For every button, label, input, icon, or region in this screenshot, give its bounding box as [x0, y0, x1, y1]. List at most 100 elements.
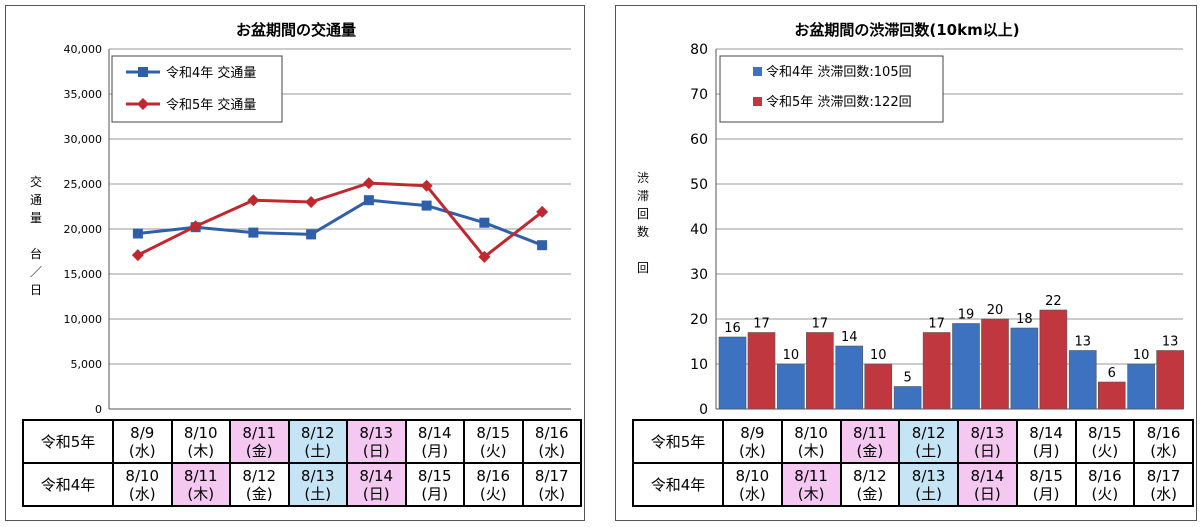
date-text: 8/13: [359, 423, 394, 442]
legend-label: 令和4年 交通量: [166, 65, 256, 81]
weekday-text: (金): [245, 441, 273, 460]
data-point: [131, 249, 144, 262]
weekday-text: (月): [1032, 441, 1060, 460]
date-text: 8/13: [970, 423, 1005, 442]
y-tick-label: 40,000: [64, 43, 103, 56]
data-label: 10: [1133, 348, 1150, 363]
date-text: 8/10: [735, 466, 770, 485]
congestion-count-panel: お盆期間の渋滞回数(10km以上) 0 10 20 30 40 50 60 70 80 渋滞回数…: [615, 5, 1197, 521]
weekday-text: (金): [245, 484, 273, 503]
date-cell: 8/15 (月): [1015, 462, 1077, 507]
weekday-text: (月): [1032, 484, 1060, 503]
date-text: 8/12: [300, 423, 335, 442]
data-point: [362, 177, 375, 190]
row-header: 令和5年: [22, 419, 114, 464]
bar: [1127, 363, 1155, 410]
y-axis-label: 渋滞回数 回: [637, 171, 649, 275]
bar: [1097, 381, 1126, 410]
y-tick-label: 10,000: [64, 313, 103, 326]
data-label: 17: [753, 317, 770, 332]
weekday-text: (水): [1150, 441, 1177, 460]
data-label: 18: [1016, 312, 1033, 327]
date-cell: 8/14 (日): [346, 462, 407, 507]
bar: [1010, 327, 1039, 410]
data-point: [478, 250, 491, 263]
date-table-row: 令和4年 8/10 (水) 8/11 (木) 8/12 (金) 8/13 (土) 8/14 (日) 8…: [22, 462, 582, 507]
bar: [718, 336, 747, 410]
bar: [922, 332, 951, 410]
date-cell: 8/13 (日): [957, 419, 1018, 464]
date-cell: 8/14 (月): [1015, 419, 1077, 464]
y-tick-label: 25,000: [64, 178, 103, 191]
date-cell: 8/16 (水): [521, 419, 582, 464]
data-point: [479, 217, 490, 228]
date-cell: 8/11 (金): [839, 419, 901, 464]
date-text: 8/12: [911, 423, 946, 442]
data-point: [132, 228, 143, 239]
y-tick-label: 0: [699, 402, 708, 418]
data-label: 5: [903, 371, 911, 386]
y-tick-label: 40: [690, 222, 708, 238]
weekday-text: (土): [915, 484, 942, 503]
weekday-text: (日): [362, 484, 390, 503]
date-cell: 8/12 (金): [839, 462, 901, 507]
date-cell: 8/15 (火): [463, 419, 524, 464]
weekday-text: (木): [187, 441, 215, 460]
weekday-text: (火): [1091, 484, 1119, 503]
legend-label: 令和5年 交通量: [166, 97, 256, 113]
y-tick-label: 5,000: [71, 358, 103, 371]
y-tick-label: 30: [690, 267, 708, 283]
weekday-text: (水): [1150, 484, 1177, 503]
date-cell: 8/13 (土): [287, 462, 348, 507]
date-cell: 8/16 (水): [1133, 419, 1194, 464]
bar: [952, 323, 980, 410]
legend-box: [111, 55, 283, 123]
date-text: 8/14: [970, 466, 1005, 485]
legend-label: 令和4年 渋滞回数:105回: [766, 65, 912, 80]
date-cell: 8/10 (木): [780, 419, 842, 464]
bar: [835, 345, 864, 410]
weekday-text: (土): [304, 484, 332, 503]
date-text: 8/9: [740, 423, 765, 442]
bar: [806, 332, 834, 410]
weekday-text: (火): [479, 484, 507, 503]
date-text: 8/14: [417, 423, 452, 442]
date-cell: 8/11 (木): [170, 462, 231, 507]
date-cell: 8/10 (水): [722, 462, 783, 507]
weekday-text: (水): [128, 484, 156, 503]
date-text: 8/16: [476, 466, 511, 485]
date-text: 8/17: [534, 466, 569, 485]
date-text: 8/9: [130, 423, 155, 442]
weekday-text: (日): [974, 441, 1001, 460]
date-text: 8/10: [794, 423, 828, 442]
date-text: 8/10: [125, 466, 160, 485]
bar: [777, 363, 805, 410]
traffic-volume-panel: お盆期間の交通量 0 5,000 10,000 15,000 20,000 25,000 3…: [5, 5, 585, 521]
weekday-text: (金): [856, 484, 884, 503]
weekday-text: (水): [128, 441, 156, 460]
y-tick-label: 60: [690, 132, 708, 148]
date-cell: 8/12 (金): [229, 462, 290, 507]
data-point: [537, 240, 548, 251]
y-tick-label: 20,000: [64, 223, 103, 236]
weekday-text: (土): [915, 441, 942, 460]
date-cell: 8/17 (水): [1133, 462, 1194, 507]
bar: [1039, 309, 1068, 410]
date-cell: 8/11 (金): [229, 419, 290, 464]
chart-title: お盆期間の渋滞回数(10km以上): [794, 21, 1019, 39]
bar: [981, 318, 1009, 410]
data-point: [421, 200, 432, 211]
date-text: 8/16: [1146, 423, 1181, 442]
date-table-row: 令和5年 8/9 (水) 8/10 (木) 8/11 (金) 8/12 (土) 8/13 (日) 8/…: [632, 419, 1194, 464]
legend-marker: [137, 98, 149, 110]
date-text: 8/10: [183, 423, 218, 442]
y-tick-label: 0: [95, 403, 102, 416]
data-label: 14: [841, 330, 858, 345]
data-label: 10: [783, 348, 800, 363]
date-cell: 8/11 (木): [780, 462, 842, 507]
weekday-text: (水): [538, 441, 566, 460]
y-tick-label: 10: [690, 357, 708, 373]
weekday-text: (木): [797, 441, 825, 460]
weekday-text: (水): [739, 484, 766, 503]
date-cell: 8/14 (月): [404, 419, 465, 464]
